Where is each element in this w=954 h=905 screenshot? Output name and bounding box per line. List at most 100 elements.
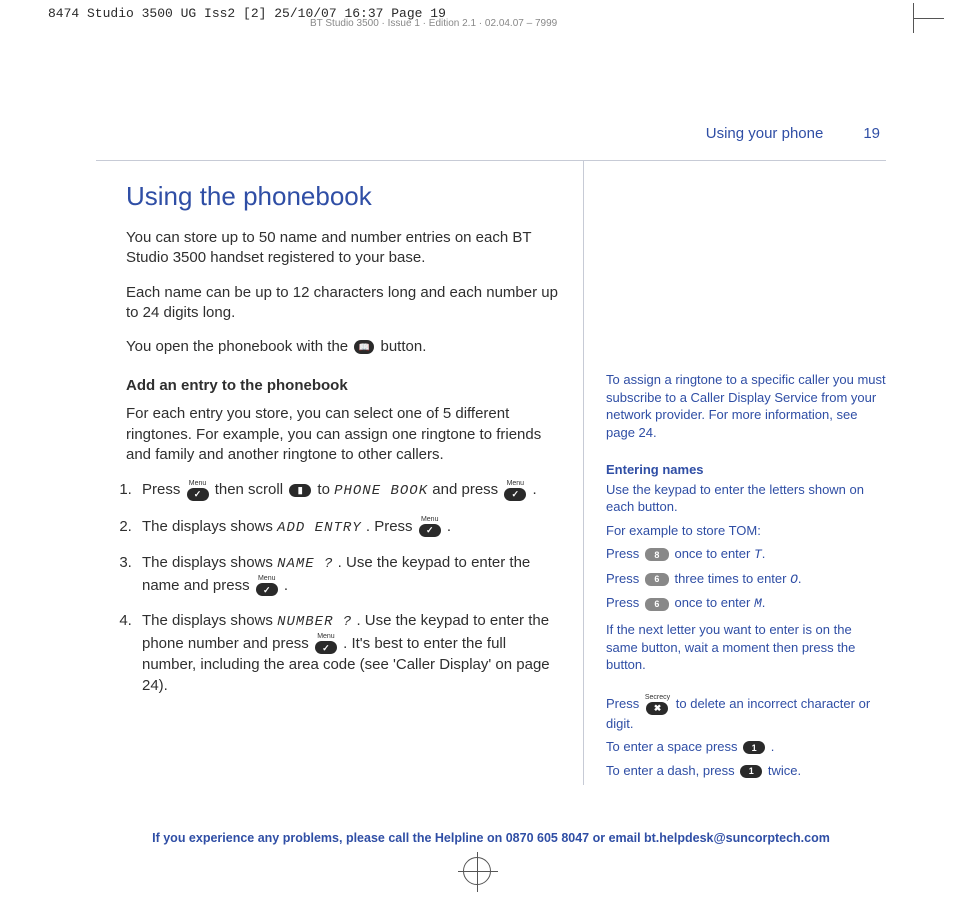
- menu-button-icon: Menu✓: [315, 633, 337, 654]
- icon-glyph: ✓: [315, 641, 337, 654]
- step-item: The displays shows ADD ENTRY . Press Men…: [136, 516, 559, 539]
- icon-glyph: 📖: [354, 340, 374, 354]
- page-number: 19: [863, 125, 880, 142]
- side-text: three times to enter: [674, 571, 790, 586]
- step-text: .: [533, 481, 537, 498]
- side-block: Entering names Use the keypad to enter t…: [606, 461, 886, 673]
- lcd-text: PHONE BOOK: [334, 483, 428, 499]
- side-text: If the next letter you want to enter is …: [606, 621, 886, 674]
- step-item: The displays shows NUMBER ? . Use the ke…: [136, 610, 559, 696]
- print-header-sub: BT Studio 3500 · Issue 1 · Edition 2.1 ·…: [310, 18, 557, 29]
- side-title: Entering names: [606, 461, 886, 479]
- secrecy-button-icon: Secrecy✖: [645, 694, 670, 715]
- keypad-6-icon: 6: [645, 573, 669, 586]
- registration-mark: [463, 857, 491, 885]
- icon-glyph: ✓: [187, 488, 209, 501]
- body-text: You can store up to 50 name and number e…: [126, 228, 559, 269]
- side-text: .: [762, 546, 766, 561]
- keypad-6-icon: 6: [645, 598, 669, 611]
- side-text: .: [798, 571, 802, 586]
- side-text: Press: [606, 595, 643, 610]
- step-text: to: [317, 481, 334, 498]
- keypad-1-icon: 1: [740, 765, 762, 778]
- menu-button-icon: Menu✓: [504, 480, 526, 501]
- lcd-text: NUMBER ?: [277, 614, 352, 630]
- side-text: Press: [606, 696, 643, 711]
- icon-glyph: ✓: [256, 583, 278, 596]
- side-press-line: Press 6 three times to enter O.: [606, 570, 886, 589]
- side-text: Press: [606, 571, 643, 586]
- icon-glyph: ▮: [289, 484, 311, 497]
- btn-label: Secrecy: [645, 694, 670, 701]
- side-text: Use the keypad to enter the letters show…: [606, 481, 886, 516]
- menu-button-icon: Menu✓: [187, 480, 209, 501]
- step-text: .: [284, 577, 288, 594]
- side-text: To enter a dash, press: [606, 763, 738, 778]
- step-text: The displays shows: [142, 518, 277, 535]
- side-text: .: [771, 739, 775, 754]
- heading: Using the phonebook: [126, 181, 559, 212]
- lcd-text: ADD ENTRY: [277, 520, 362, 536]
- crop-mark: [914, 18, 944, 19]
- side-text: twice.: [768, 763, 801, 778]
- btn-label: Menu: [189, 480, 207, 487]
- step-text: Press: [142, 481, 185, 498]
- btn-label: Menu: [421, 516, 439, 523]
- step-item: The displays shows NAME ? . Use the keyp…: [136, 552, 559, 596]
- step-text: .: [447, 518, 451, 535]
- lcd-text: NAME ?: [277, 556, 333, 572]
- btn-label: Menu: [317, 633, 335, 640]
- icon-glyph: 1: [740, 765, 762, 778]
- subheading: Add an entry to the phonebook: [126, 377, 559, 394]
- body-text: Each name can be up to 12 characters lon…: [126, 283, 559, 324]
- menu-button-icon: Menu✓: [256, 575, 278, 596]
- running-head: Using your phone 19: [96, 125, 886, 142]
- icon-glyph: 6: [645, 598, 669, 611]
- page: Using your phone 19 Using the phonebook …: [96, 125, 886, 785]
- side-space-line: To enter a space press 1 .: [606, 738, 886, 756]
- side-press-line: Press 6 once to enter M.: [606, 594, 886, 613]
- scroll-button-icon: ▮: [289, 484, 311, 497]
- side-text: once to enter: [674, 546, 754, 561]
- footer-helpline: If you experience any problems, please c…: [96, 831, 886, 845]
- phonebook-button-icon: 📖: [354, 340, 374, 354]
- btn-label: Menu: [507, 480, 525, 487]
- keypad-1-icon: 1: [743, 741, 765, 754]
- side-delete-line: Press Secrecy✖ to delete an incorrect ch…: [606, 694, 886, 733]
- body-text: button.: [380, 338, 426, 355]
- crop-mark: [913, 3, 914, 33]
- side-note: To assign a ringtone to a specific calle…: [606, 371, 886, 441]
- steps-list: Press Menu✓ then scroll ▮ to PHONE BOOK …: [116, 479, 559, 696]
- side-text: To enter a space press: [606, 739, 741, 754]
- menu-button-icon: Menu✓: [419, 516, 441, 537]
- body-text: You open the phonebook with the: [126, 338, 348, 355]
- icon-glyph: ✓: [504, 488, 526, 501]
- icon-glyph: ✓: [419, 524, 441, 537]
- section-title: Using your phone: [706, 125, 824, 142]
- side-dash-line: To enter a dash, press 1 twice.: [606, 762, 886, 780]
- step-text: and press: [432, 481, 502, 498]
- side-press-line: Press 8 once to enter T.: [606, 545, 886, 564]
- step-text: The displays shows: [142, 554, 277, 571]
- icon-glyph: 1: [743, 741, 765, 754]
- step-text: then scroll: [215, 481, 288, 498]
- side-text: once to enter: [674, 595, 754, 610]
- icon-glyph: 6: [645, 573, 669, 586]
- side-text: For example to store TOM:: [606, 522, 886, 540]
- lcd-text: O: [790, 572, 798, 587]
- step-item: Press Menu✓ then scroll ▮ to PHONE BOOK …: [136, 479, 559, 502]
- icon-glyph: ✖: [646, 702, 668, 715]
- body-text: For each entry you store, you can select…: [126, 404, 559, 465]
- step-text: The displays shows: [142, 612, 277, 629]
- icon-glyph: 8: [645, 548, 669, 561]
- side-text: .: [762, 595, 766, 610]
- keypad-8-icon: 8: [645, 548, 669, 561]
- body-text: You open the phonebook with the 📖 button…: [126, 337, 559, 357]
- side-column: To assign a ringtone to a specific calle…: [584, 161, 886, 785]
- btn-label: Menu: [258, 575, 276, 582]
- lcd-text: M: [754, 596, 762, 611]
- side-text: Press: [606, 546, 643, 561]
- main-column: Using the phonebook You can store up to …: [96, 161, 584, 785]
- lcd-text: T: [754, 547, 762, 562]
- step-text: . Press: [366, 518, 417, 535]
